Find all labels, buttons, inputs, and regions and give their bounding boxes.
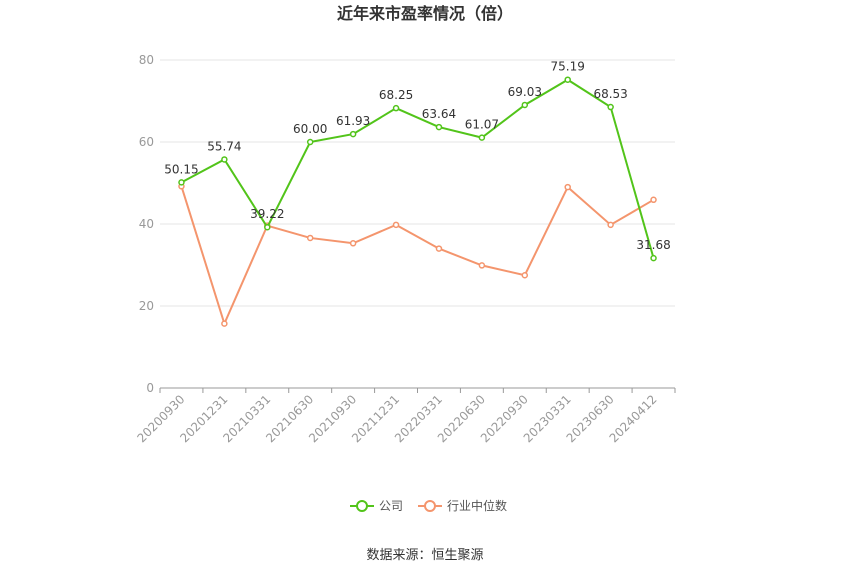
x-axis: 2020093020201231202103312021063020210930… [134, 387, 676, 445]
y-tick-label: 40 [139, 217, 154, 231]
company-point [264, 223, 271, 231]
plot-area [178, 76, 657, 327]
data-label: 63.64 [422, 107, 456, 121]
chart-title: 近年来市盈率情况（倍） [337, 4, 513, 23]
industry-point [564, 183, 571, 191]
legend[interactable]: 公司 行业中位数 [350, 498, 507, 513]
industry-point [435, 245, 443, 252]
grid [160, 59, 675, 307]
company-point [521, 101, 529, 109]
company-point [564, 76, 571, 83]
legend-item-industry[interactable]: 行业中位数 [418, 498, 507, 513]
data-label: 50.15 [164, 162, 198, 176]
data-label: 55.74 [207, 139, 241, 153]
data-label: 60.00 [293, 122, 327, 136]
company-point [221, 156, 228, 163]
industry-point [521, 272, 529, 279]
industry-point [306, 234, 314, 242]
y-tick-label: 20 [139, 299, 154, 313]
industry-point [478, 262, 486, 269]
y-tick-label: 0 [146, 381, 154, 395]
y-tick-label: 80 [139, 53, 154, 67]
source-note: 数据来源：恒生聚源 [366, 548, 483, 563]
data-labels: 50.15 55.74 39.22 60.00 61.93 68.25 63.64 61.07… [164, 60, 670, 252]
legend-marker-icon [424, 500, 436, 512]
legend-label: 公司 [379, 499, 403, 513]
legend-label: 行业中位数 [447, 498, 507, 513]
y-tick-label: 60 [139, 135, 154, 149]
data-label: 68.53 [593, 87, 627, 101]
data-label: 39.22 [250, 207, 284, 221]
company-point [650, 254, 657, 262]
company-point [178, 179, 185, 186]
data-label: 31.68 [636, 238, 670, 252]
industry-point [650, 196, 657, 204]
data-label: 61.07 [465, 118, 499, 132]
legend-item-company[interactable]: 公司 [350, 499, 403, 513]
company-point [306, 138, 314, 146]
company-point [392, 104, 400, 112]
data-label: 69.03 [508, 85, 542, 99]
company-point [349, 130, 357, 138]
data-label: 68.25 [379, 88, 413, 102]
industry-point [349, 240, 357, 247]
data-label: 75.19 [551, 60, 585, 74]
series-line-company [180, 78, 655, 259]
company-point [607, 103, 614, 111]
industry-point [221, 320, 228, 327]
legend-marker-icon [356, 500, 368, 512]
company-point [478, 134, 486, 141]
series-line-industry [180, 185, 655, 327]
y-axis: 0 20 40 60 80 [139, 53, 154, 395]
data-label: 61.93 [336, 114, 370, 128]
company-point [435, 123, 443, 131]
industry-point [607, 221, 614, 229]
industry-point [392, 221, 400, 229]
